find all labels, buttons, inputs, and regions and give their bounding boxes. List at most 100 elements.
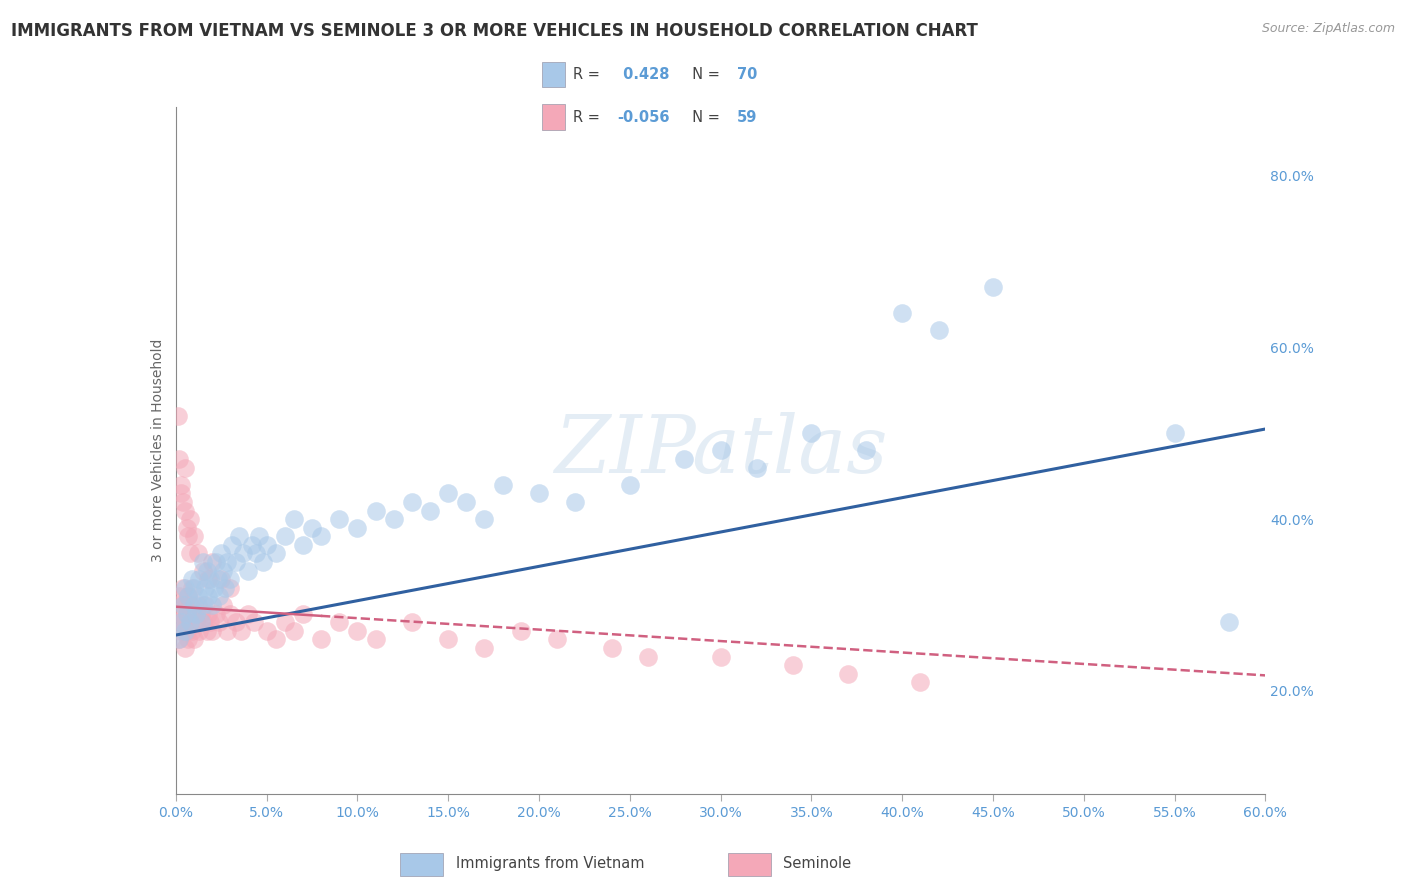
Point [619, 478, 641, 492]
Text: -0.056: -0.056 [617, 110, 671, 125]
Point [177, 590, 200, 604]
Point [183, 581, 205, 595]
Point [181, 624, 204, 638]
Point [181, 581, 204, 595]
Point [891, 306, 914, 320]
Point [252, 555, 274, 569]
Point [240, 538, 263, 552]
Point [200, 572, 222, 586]
Point [437, 486, 460, 500]
Point [188, 572, 211, 586]
Point [169, 452, 191, 467]
Point [201, 624, 224, 638]
Point [456, 495, 478, 509]
FancyBboxPatch shape [543, 62, 565, 87]
Point [382, 512, 405, 526]
Point [981, 280, 1004, 294]
Point [176, 607, 198, 621]
Point [177, 590, 200, 604]
Point [179, 615, 201, 630]
FancyBboxPatch shape [399, 853, 443, 876]
Point [283, 624, 305, 638]
Point [238, 564, 260, 578]
Point [170, 615, 193, 630]
Text: N =: N = [682, 110, 724, 125]
Point [247, 529, 270, 543]
Point [173, 503, 195, 517]
Point [291, 607, 314, 621]
Point [221, 538, 243, 552]
Text: ZIPatlas: ZIPatlas [554, 412, 887, 489]
Point [209, 546, 232, 561]
Point [173, 598, 195, 612]
Point [184, 607, 207, 621]
Point [184, 615, 207, 630]
Point [169, 590, 191, 604]
Point [176, 607, 198, 621]
Point [173, 624, 195, 638]
Point [173, 460, 195, 475]
Point [172, 581, 194, 595]
Point [186, 590, 209, 604]
Point [183, 607, 205, 621]
Point [176, 521, 198, 535]
Point [225, 555, 247, 569]
Point [673, 452, 696, 467]
Point [181, 572, 204, 586]
Point [207, 572, 229, 586]
Point [492, 478, 515, 492]
Point [204, 555, 226, 569]
Point [745, 460, 768, 475]
Point [191, 598, 214, 612]
Point [238, 607, 260, 621]
Point [419, 503, 441, 517]
Point [346, 521, 368, 535]
Text: N =: N = [682, 67, 724, 82]
Point [188, 624, 211, 638]
Point [194, 598, 217, 612]
Point [183, 598, 205, 612]
Point [214, 581, 236, 595]
Point [170, 486, 193, 500]
Point [183, 632, 205, 647]
Point [437, 632, 460, 647]
Point [191, 615, 214, 630]
Point [401, 495, 423, 509]
Point [177, 529, 200, 543]
Point [256, 538, 278, 552]
Point [191, 564, 214, 578]
Point [179, 598, 201, 612]
Point [225, 615, 247, 630]
Point [195, 624, 218, 638]
Y-axis label: 3 or more Vehicles in Household: 3 or more Vehicles in Household [150, 339, 165, 562]
Point [215, 624, 238, 638]
Point [637, 649, 659, 664]
Point [564, 495, 586, 509]
Point [194, 581, 217, 595]
Point [190, 607, 212, 621]
Point [509, 624, 531, 638]
Point [204, 607, 226, 621]
Point [166, 615, 188, 630]
Point [209, 572, 232, 586]
Text: 0.428: 0.428 [617, 67, 669, 82]
Point [166, 598, 188, 612]
Point [245, 546, 267, 561]
Point [179, 546, 201, 561]
Point [301, 521, 323, 535]
Point [197, 590, 219, 604]
Point [208, 590, 231, 604]
FancyBboxPatch shape [728, 853, 770, 876]
Text: 59: 59 [737, 110, 758, 125]
Point [179, 512, 201, 526]
Point [264, 632, 287, 647]
Point [170, 624, 193, 638]
Point [177, 632, 200, 647]
Point [800, 426, 823, 441]
Point [172, 615, 194, 630]
Point [176, 624, 198, 638]
Point [243, 615, 266, 630]
Point [328, 615, 350, 630]
Point [910, 675, 932, 690]
Point [173, 640, 195, 655]
